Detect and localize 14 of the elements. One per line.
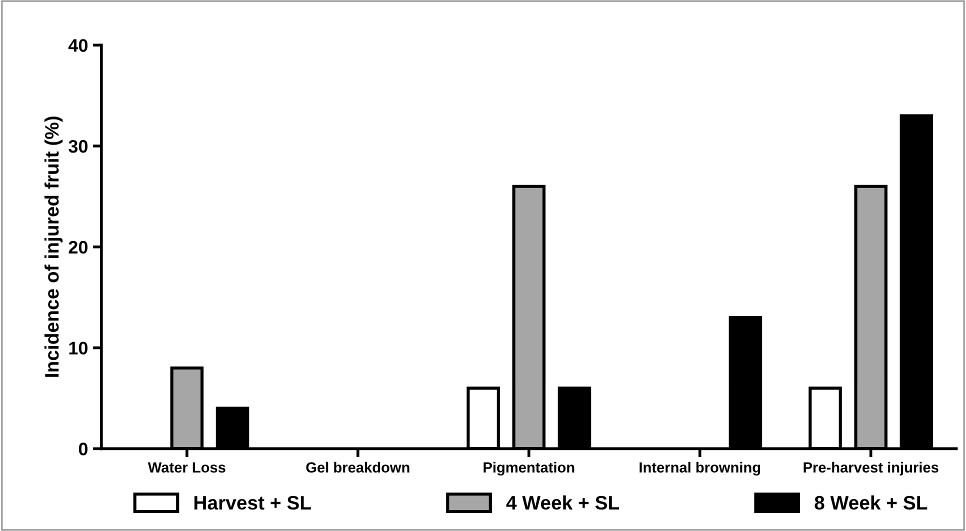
y-tick-label: 0 bbox=[78, 442, 88, 456]
x-tick-label: Gel breakdown bbox=[306, 462, 410, 473]
x-tick-label: Water Loss bbox=[148, 462, 226, 473]
x-tick-label: Pigmentation bbox=[484, 462, 574, 476]
legend-label: 4 Week + SL bbox=[506, 495, 620, 510]
legend-label: Harvest + SL bbox=[194, 496, 311, 510]
y-tick-label: 30 bbox=[68, 140, 88, 153]
y-tick-label: 20 bbox=[68, 240, 88, 254]
x-tick-label: Pre-harvest injuries bbox=[804, 462, 938, 476]
x-tick-label: Internal browning bbox=[640, 462, 760, 476]
y-tick-label: 40 bbox=[68, 39, 88, 52]
y-axis-title: Incidence of injured fruit (%) bbox=[44, 116, 63, 377]
y-tick-label: 10 bbox=[69, 342, 88, 355]
legend-label: 8 Week + SL bbox=[814, 495, 928, 510]
